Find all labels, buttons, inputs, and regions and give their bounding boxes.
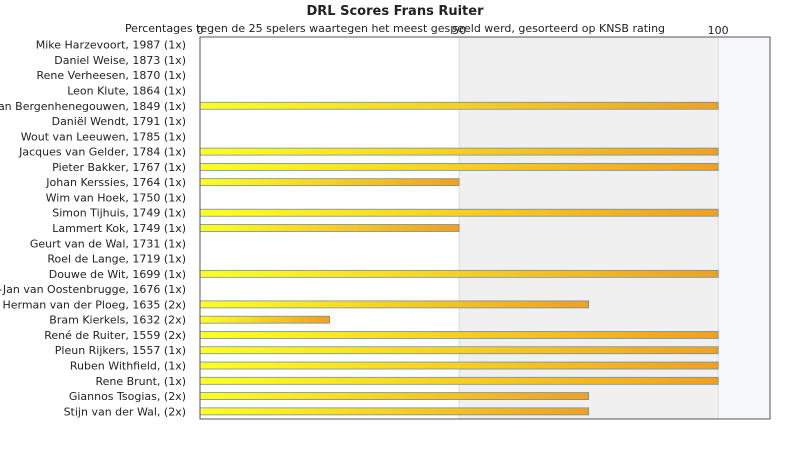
y-category-label: Geurt van de Wal, 1731 (1x) <box>30 237 186 250</box>
bar <box>199 224 460 232</box>
bar <box>199 331 719 339</box>
plot-band-high <box>718 37 770 419</box>
y-category-label: Ruben Withfield, (1x) <box>70 360 186 373</box>
y-category-label: Bram Kierkels, 1632 (2x) <box>49 314 186 327</box>
y-category-label: Giannos Tsogias, (2x) <box>69 390 186 403</box>
y-category-label: Rene Verheesen, 1870 (1x) <box>37 69 186 82</box>
x-tick-label: 0 <box>197 24 204 37</box>
y-category-label: Herman van der Ploeg, 1635 (2x) <box>2 298 186 311</box>
y-category-label: Wim van Hoek, 1750 (1x) <box>46 191 186 204</box>
bar <box>199 315 330 324</box>
y-category-label: Leon Klute, 1864 (1x) <box>67 84 186 97</box>
chart-subtitle: Percentages tegen de 25 spelers waartege… <box>124 22 666 35</box>
y-category-label: Ruud van Bergenhenegouwen, 1849 (1x) <box>0 100 186 113</box>
y-category-label: Daniel Weise, 1873 (1x) <box>54 54 186 67</box>
y-category-label: Lammert Kok, 1749 (1x) <box>52 222 186 235</box>
bar <box>199 346 719 355</box>
bar <box>199 407 590 416</box>
y-category-label: Rene Brunt, (1x) <box>95 375 186 388</box>
x-tick-label: 100 <box>708 24 729 37</box>
y-category-label: Pieter Bakker, 1767 (1x) <box>52 161 186 174</box>
bar <box>199 162 719 171</box>
y-category-label: Wout van Leeuwen, 1785 (1x) <box>21 130 186 143</box>
y-category-label: Roel de Lange, 1719 (1x) <box>47 253 186 266</box>
plot-frame <box>199 36 771 420</box>
plot-band-mid <box>459 37 719 419</box>
y-category-label: René de Ruiter, 1559 (2x) <box>44 329 186 342</box>
x-tick-label: 50 <box>452 24 466 37</box>
y-category-label: Pleun Rijkers, 1557 (1x) <box>55 344 186 357</box>
bar <box>199 361 719 370</box>
y-category-label: Douwe de Wit, 1699 (1x) <box>49 268 186 281</box>
y-category-label: Johan Kerssies, 1764 (1x) <box>45 176 186 189</box>
bar <box>199 300 590 309</box>
bar <box>199 376 719 385</box>
y-category-label: Jacques van Gelder, 1784 (1x) <box>18 146 186 159</box>
y-category-label: Mike Harzevoort, 1987 (1x) <box>36 39 186 52</box>
bar <box>199 147 719 156</box>
bar <box>199 269 719 278</box>
y-category-label: Gert-Jan van Oostenbrugge, 1676 (1x) <box>0 283 186 296</box>
bar <box>199 178 460 187</box>
bar <box>199 208 719 217</box>
bar <box>199 392 590 400</box>
chart-title: DRL Scores Frans Ruiter <box>306 4 484 19</box>
y-category-label: Daniël Wendt, 1791 (1x) <box>52 115 186 128</box>
y-category-label: Stijn van der Wal, (2x) <box>64 405 186 418</box>
y-category-label: Simon Tijhuis, 1749 (1x) <box>52 207 186 220</box>
bar <box>199 101 719 110</box>
